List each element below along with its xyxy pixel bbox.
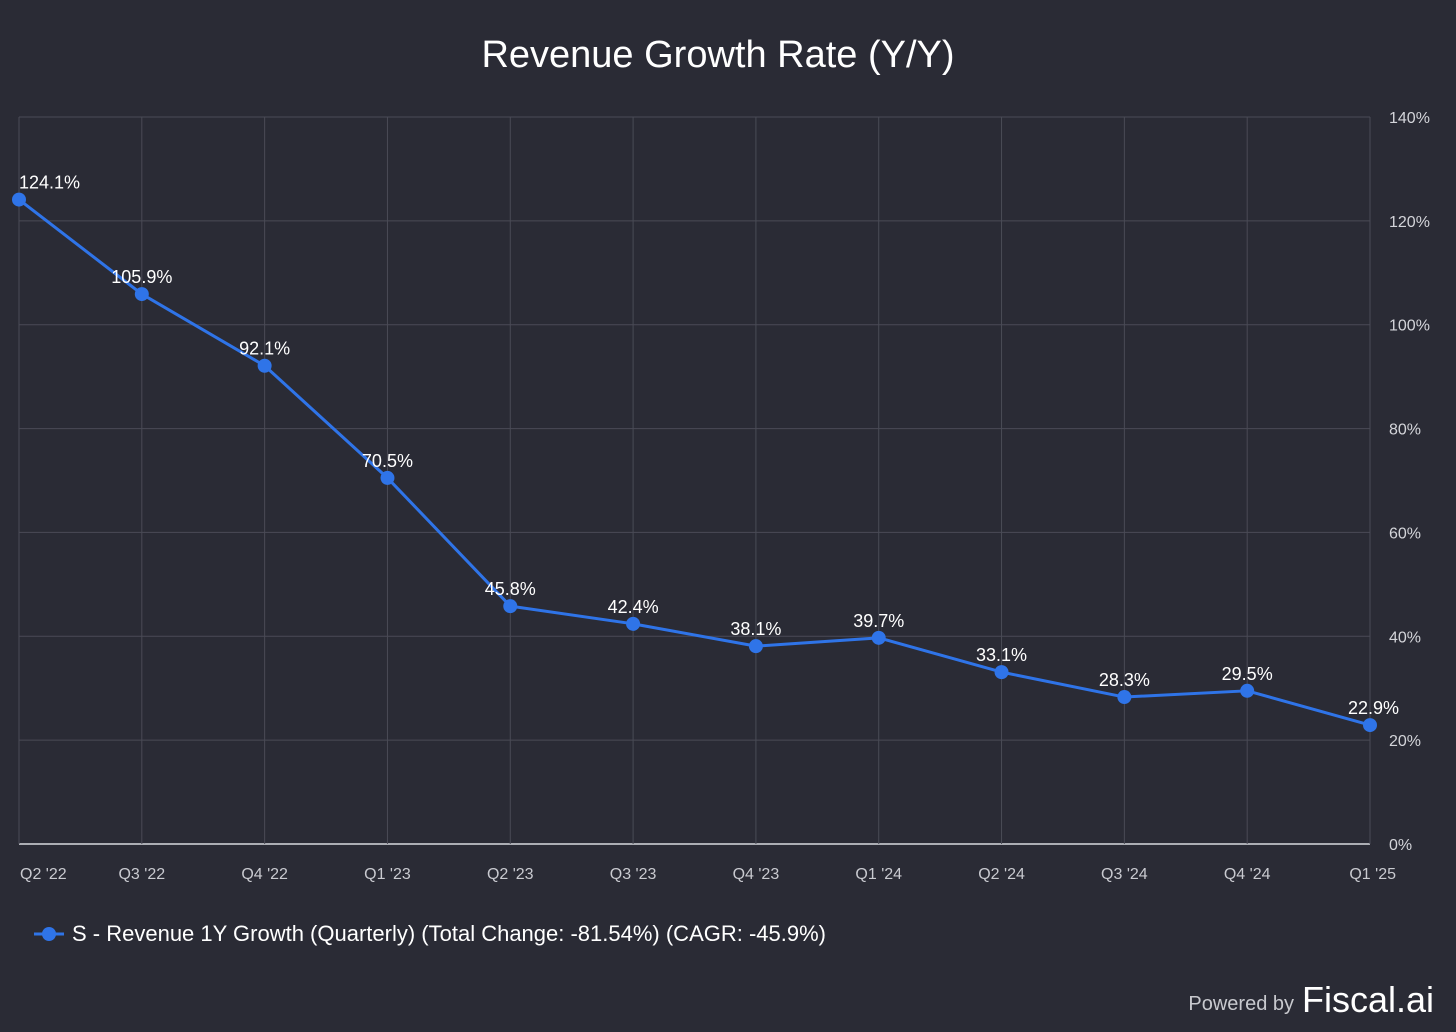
y-tick-label: 80% [1389, 422, 1421, 439]
data-label: 92.1% [239, 339, 290, 359]
y-tick-label: 140% [1389, 110, 1430, 127]
y-tick-label: 100% [1389, 318, 1430, 335]
x-tick-label: Q2 '22 [20, 866, 67, 883]
data-label: 33.1% [976, 645, 1027, 665]
x-axis-ticks: Q2 '22 Q3 '22 Q4 '22 Q1 '23 Q2 '23 Q3 '23 Q4 '… [20, 866, 1396, 883]
data-point[interactable] [134, 287, 149, 302]
y-tick-label: 120% [1389, 214, 1430, 231]
x-tick-label: Q2 '24 [978, 866, 1025, 883]
y-tick-label: 40% [1389, 629, 1421, 646]
x-tick-label: Q1 '23 [364, 866, 411, 883]
fiscal-ai-logo: Fiscal.ai [1302, 979, 1434, 1020]
data-point[interactable] [871, 630, 886, 645]
x-tick-label: Q3 '24 [1101, 866, 1148, 883]
data-label: 124.1% [19, 173, 80, 193]
x-tick-label: Q1 '24 [855, 866, 902, 883]
data-label: 39.7% [853, 611, 904, 631]
data-label: 45.8% [485, 579, 536, 599]
data-label: 28.3% [1099, 670, 1150, 690]
data-point[interactable] [257, 358, 272, 373]
x-tick-label: Q1 '25 [1349, 866, 1396, 883]
data-point[interactable] [748, 639, 763, 654]
x-tick-label: Q3 '23 [610, 866, 657, 883]
data-label: 38.1% [730, 619, 781, 639]
data-label: 29.5% [1222, 664, 1273, 684]
x-tick-label: Q2 '23 [487, 866, 534, 883]
data-point[interactable] [12, 192, 26, 207]
data-label: 22.9% [1348, 698, 1399, 718]
data-label: 42.4% [608, 597, 659, 617]
x-tick-label: Q4 '22 [241, 866, 288, 883]
x-tick-label: Q4 '23 [733, 866, 780, 883]
data-label: 105.9% [111, 267, 172, 287]
data-point[interactable] [1117, 690, 1132, 705]
data-point[interactable] [1363, 718, 1377, 733]
data-labels: 124.1% 105.9% 92.1% 70.5% 45.8% 42.4% 38.1% 39.… [19, 173, 1399, 719]
x-tick-label: Q4 '24 [1224, 866, 1271, 883]
legend-dot-marker [42, 927, 56, 941]
chart-title: Revenue Growth Rate (Y/Y) [481, 34, 954, 76]
y-axis-ticks: 0% 20% 40% 60% 80% 100% 120% 140% [1389, 110, 1430, 854]
legend-label: S - Revenue 1Y Growth (Quarterly) (Total… [72, 921, 826, 946]
powered-by-text: Powered by [1188, 993, 1294, 1015]
y-tick-label: 0% [1389, 837, 1412, 854]
data-point[interactable] [994, 665, 1009, 680]
x-tick-label: Q3 '22 [118, 866, 165, 883]
series-layer [12, 192, 1377, 733]
y-tick-label: 20% [1389, 733, 1421, 750]
legend[interactable]: S - Revenue 1Y Growth (Quarterly) (Total… [34, 921, 826, 946]
data-point[interactable] [503, 599, 518, 614]
data-label: 70.5% [362, 451, 413, 471]
series-line [18, 198, 1371, 727]
data-point[interactable] [1240, 683, 1255, 698]
grid [18, 116, 1371, 845]
data-point[interactable] [380, 470, 395, 485]
data-point[interactable] [626, 616, 641, 631]
branding: Powered by Fiscal.ai [1188, 979, 1434, 1020]
y-tick-label: 60% [1389, 525, 1421, 542]
